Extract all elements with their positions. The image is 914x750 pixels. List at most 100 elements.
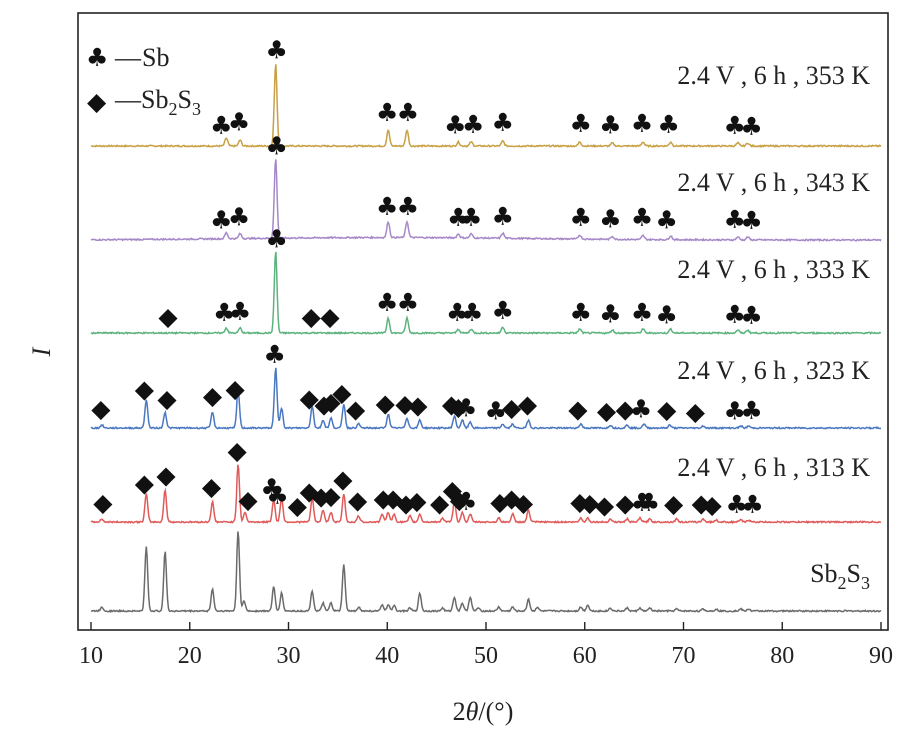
peak-marker: ♣	[726, 490, 748, 519]
peak-marker: ◆	[226, 374, 246, 403]
peak-marker: ♣	[265, 35, 287, 64]
x-tick-label: 20	[178, 643, 202, 669]
peak-marker: ◆	[91, 394, 111, 423]
peak-marker: ◆	[657, 395, 677, 424]
peak-marker: ♣	[397, 192, 419, 221]
peak-marker: ♣	[455, 487, 477, 516]
peak-marker: ◆	[311, 481, 331, 510]
peak-marker: ♣	[460, 203, 482, 232]
peak-marker: ◆	[407, 486, 427, 515]
peak-marker: ◆	[502, 483, 522, 512]
series-label: Sb2S3	[810, 559, 870, 593]
peak-marker: ◆	[616, 489, 636, 518]
legend-label-sb: Sb	[142, 43, 169, 72]
peak-marker: ◆	[321, 387, 341, 416]
peak-marker: ♣	[657, 110, 679, 139]
peak-marker: ♣	[631, 203, 653, 232]
x-axis-title: 2θ/(°)	[453, 697, 514, 726]
peak-marker: ♣	[740, 396, 762, 425]
peak-marker: ♣	[740, 206, 762, 235]
peak-marker: ♣	[724, 397, 746, 426]
peak-marker: ◆	[314, 389, 334, 418]
peak-marker: ♣	[229, 297, 251, 326]
peak-marker: ♣	[570, 298, 592, 327]
x-tick-label: 60	[573, 643, 597, 669]
peak-marker: ◆	[384, 483, 404, 512]
peak-marker: ◆	[158, 302, 178, 331]
peak-marker: ◆	[518, 389, 538, 418]
peak-marker: ◆	[321, 481, 341, 510]
peak-marker: ◆	[514, 488, 534, 517]
peak-marker: ◆	[580, 488, 600, 517]
peak-marker: ◆	[135, 375, 155, 404]
peak-marker: ♣	[263, 340, 285, 369]
peak-marker: ♣	[462, 110, 484, 139]
legend-label-sb2s3: —Sb2S3	[114, 85, 201, 119]
peak-marker: ♣	[265, 224, 287, 253]
peak-marker: ♣	[210, 111, 232, 140]
peak-marker: ◆	[320, 302, 340, 331]
peak-marker: ◆	[346, 395, 366, 424]
peak-marker: ◆	[442, 390, 462, 419]
peak-marker: ♣	[724, 300, 746, 329]
peak-marker: ♣	[261, 473, 283, 502]
series-line	[90, 464, 881, 525]
peak-marker: ◆	[595, 491, 615, 520]
peak-marker: ◆	[570, 487, 590, 516]
series-label: 2.4 V , 6 h , 343 K	[677, 168, 870, 197]
peak-marker: ◆	[502, 393, 522, 422]
series-line	[90, 159, 882, 243]
peak-marker: ♣	[265, 131, 287, 160]
series-line	[90, 531, 882, 614]
peak-marker: ♣	[741, 490, 763, 519]
peak-marker: ♣	[740, 112, 762, 141]
peak-marker: ♣	[656, 205, 678, 234]
peak-marker: ♣	[446, 298, 468, 327]
peak-marker: ◆	[156, 461, 176, 490]
peak-marker: ◆	[597, 396, 617, 425]
peak-marker: ♣	[599, 111, 621, 140]
peak-marker: ♣	[631, 488, 653, 517]
peak-marker: ♣	[492, 108, 514, 137]
x-axis-ticks: 10 20 30 40 50 60 70 80 90	[79, 622, 893, 669]
peak-marker: ◆	[300, 476, 320, 505]
legend-dash-sb: —	[114, 43, 142, 72]
series-line	[90, 64, 882, 149]
peak-marker: ◆	[135, 469, 155, 498]
x-tick-label: 70	[672, 643, 696, 669]
peak-marker: ◆	[568, 395, 588, 424]
peak-marker: ♣	[638, 488, 660, 517]
x-tick-label: 30	[277, 643, 301, 669]
x-tick-label: 50	[474, 643, 498, 669]
series-line	[90, 367, 882, 431]
peak-marker: ♣	[228, 202, 250, 231]
legend-symbol-sb2s3: ◆	[87, 87, 107, 116]
peak-marker: ♣	[376, 288, 398, 317]
peak-marker: ◆	[450, 485, 470, 514]
series-line	[90, 251, 882, 335]
peak-marker: ◆	[300, 384, 320, 413]
peak-marker: ♣	[570, 203, 592, 232]
peak-marker: ♣	[397, 98, 419, 127]
series-label-layer: 2.4 V , 6 h , 353 K 2.4 V , 6 h , 343 K 2.…	[677, 61, 870, 593]
peak-marker: ◆	[692, 489, 712, 518]
peak-marker: ◆	[202, 472, 222, 501]
peak-marker: ♣	[492, 296, 514, 325]
peak-marker: ◆	[228, 436, 248, 465]
peak-marker: ◆	[430, 489, 450, 518]
peak-marker: ◆	[333, 465, 353, 494]
legend-symbol-sb: ♣	[86, 43, 108, 72]
peak-marker: ♣	[599, 300, 621, 329]
peak-marker: ◆	[376, 389, 396, 418]
marker-layer: ♣♣♣♣♣ ♣♣ ♣ ♣ ♣ ♣ ♣ ♣♣♣♣♣♣♣ ♣♣ ♣ ♣ ♣ ♣ ♣ ♣♣◆ ♣♣♣◆ ◆ ♣♣ ♣♣ ♣ ♣…	[91, 35, 764, 520]
peak-marker: ◆	[664, 489, 684, 518]
series-label: 2.4 V , 6 h , 323 K	[677, 356, 870, 385]
peak-marker: ♣	[444, 111, 466, 140]
series-label: 2.4 V , 6 h , 313 K	[677, 453, 870, 482]
legend: ♣ — Sb ◆ —Sb2S3	[86, 43, 201, 119]
peak-marker: ◆	[288, 491, 308, 520]
peak-marker: ◆	[396, 489, 416, 518]
x-tick-label: 10	[79, 643, 103, 669]
peak-marker: ◆	[238, 485, 258, 514]
